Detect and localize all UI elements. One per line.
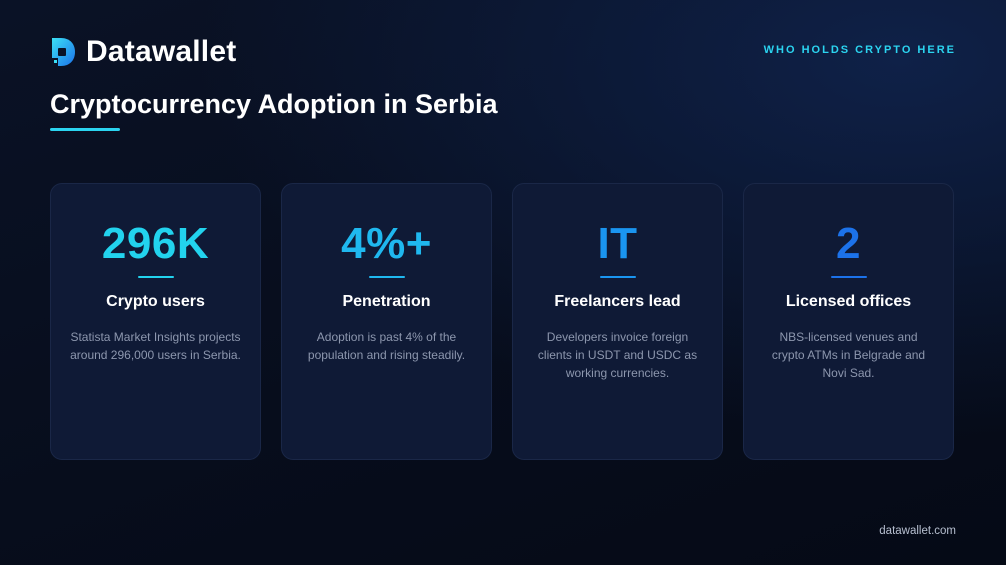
datawallet-logo-icon xyxy=(52,38,75,66)
page-title: Cryptocurrency Adoption in Serbia xyxy=(50,89,498,119)
stat-card-freelancers: IT Freelancers lead Developers invoice f… xyxy=(512,183,723,460)
stat-description: Statista Market Insights projects around… xyxy=(70,330,241,362)
stat-label: Crypto users xyxy=(106,293,205,310)
brand: Datawallet xyxy=(50,36,236,68)
stat-value: IT xyxy=(597,219,638,268)
stat-label: Licensed offices xyxy=(785,293,912,310)
stat-value: 296K xyxy=(101,219,210,268)
stat-rule xyxy=(137,276,174,278)
section-kicker: WHO HOLDS CRYPTO HERE xyxy=(763,44,956,56)
stat-description: NBS-licensed venues and crypto ATMs in B… xyxy=(771,330,926,380)
stat-rule xyxy=(599,276,636,278)
stat-rule xyxy=(368,276,405,278)
stat-rule xyxy=(830,276,867,278)
stat-description: Developers invoice foreign clients in US… xyxy=(537,330,698,380)
stat-description: Adoption is past 4% of the population an… xyxy=(307,330,466,362)
title-underline xyxy=(50,128,120,131)
footer-url: datawallet.com xyxy=(879,525,956,537)
stat-card-offices: 2 Licensed offices NBS-licensed venues a… xyxy=(743,183,954,460)
stat-label: Penetration xyxy=(342,293,431,310)
stat-card-penetration: 4%+ Penetration Adoption is past 4% of t… xyxy=(281,183,492,460)
stat-value: 2 xyxy=(836,219,861,268)
brand-name: Datawallet xyxy=(86,35,237,68)
stat-value: 4%+ xyxy=(341,219,432,268)
stat-cards: 296K Crypto users Statista Market Insigh… xyxy=(50,183,954,460)
stat-label: Freelancers lead xyxy=(554,293,681,310)
stat-card-users: 296K Crypto users Statista Market Insigh… xyxy=(50,183,261,460)
